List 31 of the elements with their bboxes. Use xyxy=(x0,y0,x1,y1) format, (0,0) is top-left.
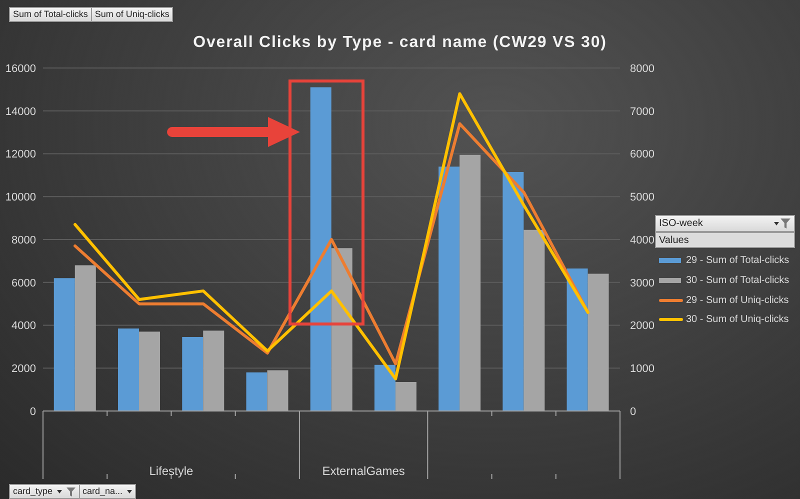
legend-label: 30 - Sum of Uniq-clicks xyxy=(686,314,789,326)
y-tick-label: 2000 xyxy=(12,363,36,376)
y-tick-label: 4000 xyxy=(12,320,36,332)
chart-title: Overall Clicks by Type - card name (CW29 VS 30) xyxy=(192,34,608,52)
y-tick-label: 14000 xyxy=(5,106,36,118)
y2-tick-label: 8000 xyxy=(630,62,654,75)
field-button: card_na... xyxy=(80,484,136,499)
text: Lifestyle xyxy=(149,464,194,478)
field-button: card_type xyxy=(9,484,80,499)
legend-label: 29 - Sum of Total-clicks xyxy=(686,255,790,266)
y2-tick-label: 5000 xyxy=(630,192,654,204)
y-tick-label: 6000 xyxy=(12,277,36,290)
y2-tick-label: 4000 xyxy=(630,234,654,246)
field-button: Sum of Uniq-clicks xyxy=(92,7,174,22)
y2-tick-label: 0 xyxy=(630,406,636,418)
y-tick-label: 16000 xyxy=(5,62,36,75)
field-button: Sum of Total-clicks xyxy=(9,7,92,22)
y2-tick-label: 7000 xyxy=(630,106,654,118)
text: Values xyxy=(655,232,795,248)
y-tick-label: 10000 xyxy=(5,192,36,204)
y-tick-label: 0 xyxy=(30,406,36,418)
y2-tick-label: 2000 xyxy=(630,320,654,332)
text: ExternalGames xyxy=(322,464,405,478)
y2-tick-label: 3000 xyxy=(630,277,654,290)
legend-title: ISO-week xyxy=(659,217,703,230)
legend-label: 29 - Sum of Uniq-clicks xyxy=(686,294,789,306)
y2-tick-label: 1000 xyxy=(630,363,654,376)
y-tick-label: 12000 xyxy=(5,148,36,161)
y-tick-label: 8000 xyxy=(12,234,36,246)
legend-label: 30 - Sum of Total-clicks xyxy=(686,275,790,286)
y2-tick-label: 6000 xyxy=(630,148,654,161)
